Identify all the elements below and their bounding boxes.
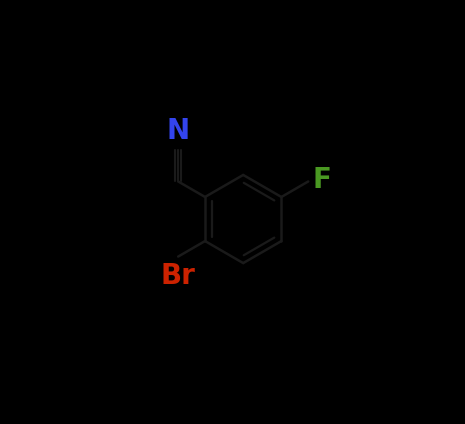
Text: F: F	[312, 166, 332, 194]
Text: Br: Br	[161, 262, 196, 290]
Text: N: N	[166, 117, 190, 145]
